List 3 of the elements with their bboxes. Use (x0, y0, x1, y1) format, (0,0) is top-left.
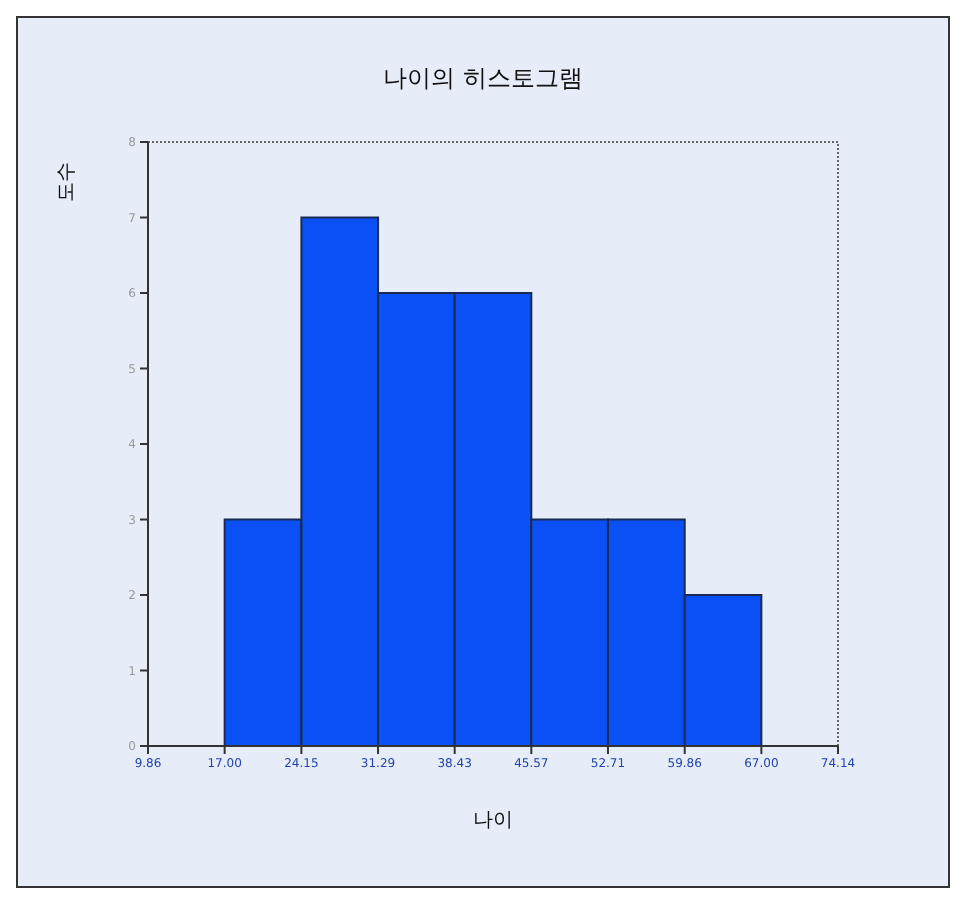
chart-title: 나이의 히스토그램 (381, 62, 585, 96)
y-axis-title: 도수 (56, 162, 79, 202)
x-axis-title: 나이 (473, 810, 513, 832)
